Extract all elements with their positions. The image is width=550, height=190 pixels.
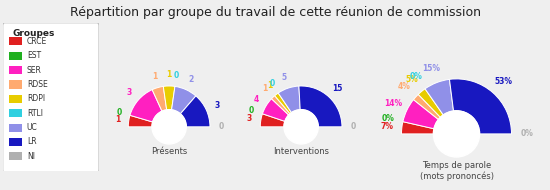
Text: 15: 15	[332, 84, 342, 93]
Text: RTLI: RTLI	[27, 109, 43, 118]
Bar	[9, 66, 22, 74]
Bar	[9, 52, 22, 60]
Text: 5%: 5%	[405, 75, 418, 84]
Wedge shape	[418, 89, 443, 117]
Bar	[9, 37, 22, 45]
Bar	[9, 124, 22, 132]
Text: Présents: Présents	[151, 147, 187, 156]
Text: Interventions: Interventions	[273, 147, 329, 156]
Text: 0%: 0%	[410, 72, 422, 81]
Text: 1: 1	[115, 115, 120, 124]
Text: 53%: 53%	[494, 77, 512, 86]
Text: Répartition par groupe du travail de cette réunion de commission: Répartition par groupe du travail de cet…	[69, 6, 481, 19]
Circle shape	[433, 111, 480, 157]
Text: 0: 0	[351, 122, 356, 131]
Text: 1: 1	[167, 70, 172, 79]
Wedge shape	[163, 86, 175, 110]
Text: Temps de parole
(mots prononcés): Temps de parole (mots prononcés)	[420, 161, 493, 181]
Wedge shape	[402, 122, 434, 134]
Wedge shape	[278, 86, 300, 113]
Wedge shape	[449, 79, 512, 134]
Text: 0: 0	[117, 108, 122, 117]
Bar	[9, 152, 22, 161]
Text: 1: 1	[262, 84, 268, 93]
Text: 2: 2	[188, 75, 194, 84]
Wedge shape	[403, 100, 438, 129]
Text: NI: NI	[27, 152, 35, 161]
Text: LR: LR	[27, 137, 36, 146]
Text: 0: 0	[219, 122, 224, 131]
Circle shape	[152, 110, 186, 144]
Wedge shape	[260, 114, 285, 127]
Text: UC: UC	[27, 123, 37, 132]
Wedge shape	[274, 93, 292, 114]
Bar	[9, 109, 22, 117]
Text: RDPI: RDPI	[27, 94, 45, 103]
Wedge shape	[130, 90, 162, 122]
Text: 4: 4	[254, 95, 259, 104]
Bar	[9, 138, 22, 146]
Wedge shape	[425, 79, 454, 115]
Text: 7%: 7%	[380, 122, 393, 131]
Text: 14%: 14%	[384, 99, 402, 108]
Wedge shape	[262, 99, 289, 121]
Text: 4%: 4%	[398, 82, 411, 91]
Text: 15%: 15%	[422, 64, 440, 73]
Text: EST: EST	[27, 51, 41, 60]
Wedge shape	[152, 86, 167, 111]
Wedge shape	[414, 94, 441, 120]
Text: 0: 0	[269, 79, 274, 88]
Wedge shape	[180, 96, 210, 127]
Bar	[9, 80, 22, 89]
Text: Groupes: Groupes	[12, 29, 55, 38]
Text: RDSE: RDSE	[27, 80, 47, 89]
Text: 0%: 0%	[520, 129, 534, 138]
Text: 0%: 0%	[382, 114, 394, 123]
Text: 3: 3	[127, 88, 132, 97]
Text: 1: 1	[152, 72, 157, 81]
Wedge shape	[272, 96, 290, 115]
Text: SER: SER	[27, 66, 42, 75]
Text: 1: 1	[267, 81, 272, 90]
Text: 5: 5	[282, 73, 287, 82]
Wedge shape	[172, 86, 196, 114]
Wedge shape	[299, 86, 342, 127]
Bar	[9, 95, 22, 103]
Text: 3: 3	[247, 114, 252, 123]
Text: 0: 0	[174, 70, 179, 80]
Wedge shape	[128, 115, 153, 127]
FancyBboxPatch shape	[3, 23, 99, 173]
Text: 0: 0	[249, 106, 254, 115]
Text: 3: 3	[214, 101, 219, 110]
Text: CRCE: CRCE	[27, 37, 47, 46]
Circle shape	[284, 110, 318, 144]
